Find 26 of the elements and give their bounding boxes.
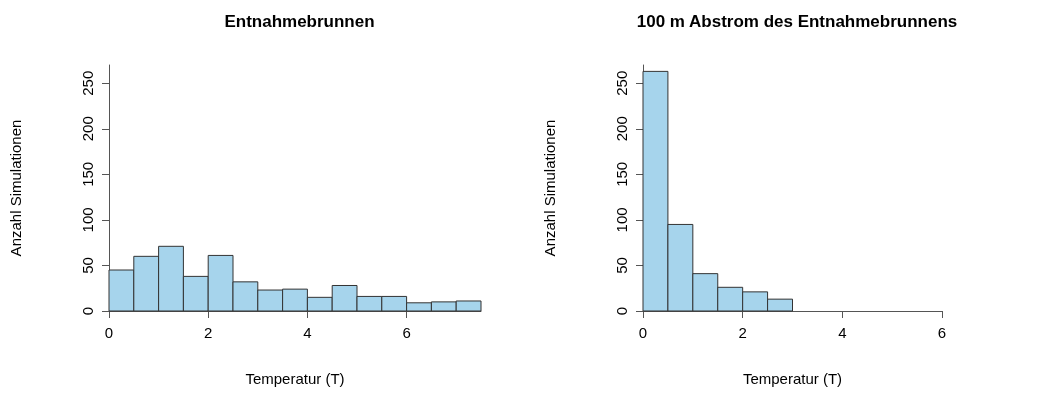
y-tick-label: 200 xyxy=(79,116,96,142)
x-tick-label: 0 xyxy=(104,324,114,341)
y-tick-label: 250 xyxy=(613,70,630,96)
x-tick-label: 4 xyxy=(303,324,312,341)
y-tick-label: 50 xyxy=(613,257,630,274)
y-tick-label: 0 xyxy=(79,306,96,316)
x-tick-label: 6 xyxy=(402,324,411,341)
y-tick-label: 100 xyxy=(79,207,96,233)
y-tick-label: 150 xyxy=(613,161,630,187)
y-axis-title: Anzahl Simulationen xyxy=(541,119,558,257)
x-axis-title: Temperatur (T) xyxy=(742,370,843,387)
x-tick-label: 0 xyxy=(638,324,648,341)
x-tick-label: 2 xyxy=(738,324,747,341)
x-tick-label: 4 xyxy=(838,324,847,341)
y-axis-title: Anzahl Simulationen xyxy=(7,119,24,257)
y-tick-label: 250 xyxy=(79,70,96,96)
y-tick-label: 0 xyxy=(613,306,630,316)
chart-title: Entnahmebrunnen xyxy=(224,12,375,31)
y-tick-label: 200 xyxy=(613,116,630,142)
y-tick-label: 50 xyxy=(79,257,96,274)
x-tick-label: 6 xyxy=(937,324,947,341)
y-tick-label: 100 xyxy=(613,207,630,233)
x-axis-title: Temperatur (T) xyxy=(245,370,345,387)
x-tick-label: 2 xyxy=(204,324,213,341)
y-tick-label: 150 xyxy=(79,161,96,187)
chart-title: 100 m Abstrom des Entnahmebrunnens xyxy=(636,12,958,31)
